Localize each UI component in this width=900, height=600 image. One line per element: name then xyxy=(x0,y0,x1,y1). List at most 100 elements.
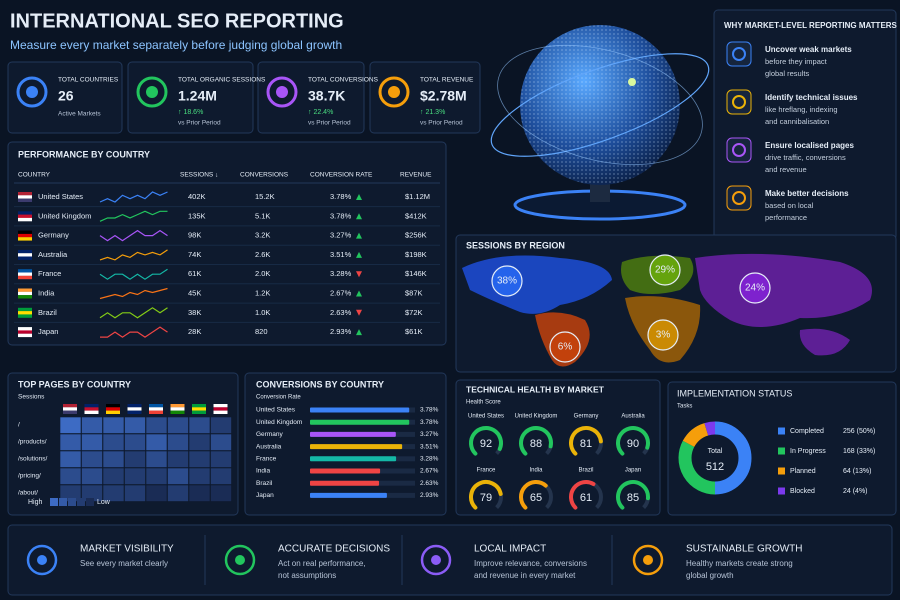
flag xyxy=(18,211,32,215)
column-header: REVENUE xyxy=(400,172,432,179)
heat-cell xyxy=(188,433,211,451)
value-label: 3.51% xyxy=(420,443,439,450)
flag xyxy=(84,410,99,414)
heat-cell xyxy=(81,450,103,468)
gauge-value: 61 xyxy=(580,492,592,504)
heat-cell xyxy=(81,467,103,485)
flag xyxy=(192,410,206,414)
footer-text: Act on real performance, xyxy=(278,559,366,568)
kpi-icon xyxy=(136,76,168,108)
conversions: 15.2K xyxy=(255,192,275,201)
footer-icon xyxy=(224,544,256,576)
value-label: 2.67% xyxy=(420,468,439,475)
region-label: 29% xyxy=(655,265,675,276)
panel-title: CONVERSIONS BY COUNTRY xyxy=(256,379,384,389)
page-label: /solutions/ xyxy=(18,456,47,463)
heat-cell xyxy=(124,467,146,485)
heat-cell xyxy=(102,433,125,451)
flag xyxy=(18,307,32,312)
trend-arrow xyxy=(356,271,362,278)
column-header: CONVERSIONS xyxy=(240,172,289,179)
flag xyxy=(63,410,77,414)
market-label: United Kingdom xyxy=(515,414,558,420)
kpi-value: 26 xyxy=(58,88,74,104)
flag xyxy=(18,330,32,334)
flag xyxy=(18,333,32,338)
conversion-rate: 3.51% xyxy=(330,250,352,259)
flag xyxy=(63,407,77,411)
flag xyxy=(84,404,99,408)
why-text: before they impact xyxy=(765,57,828,66)
gauge-value: 79 xyxy=(480,492,492,504)
why-icon xyxy=(726,137,752,163)
category-label: France xyxy=(256,456,277,463)
sessions: 98K xyxy=(188,231,201,240)
why-text: drive traffic, conversions xyxy=(765,153,846,162)
heat-cell xyxy=(124,484,146,502)
flag xyxy=(192,404,206,408)
legend-label: Completed xyxy=(790,428,824,435)
kpi-card xyxy=(257,61,365,134)
value-label: 2.93% xyxy=(420,492,439,499)
page-label: /products/ xyxy=(18,439,47,446)
conversion-rate: 3.27% xyxy=(330,231,352,240)
why-text: based on local xyxy=(765,201,814,210)
panel-title: IMPLEMENTATION STATUS xyxy=(677,388,792,398)
category-label: Brazil xyxy=(256,480,273,487)
flag xyxy=(18,195,32,199)
gauge-value: 90 xyxy=(627,438,639,450)
kpi-change: ↑ 18.6% xyxy=(178,109,203,116)
why-icon xyxy=(726,41,752,67)
trend-arrow xyxy=(356,232,362,239)
gauge xyxy=(519,480,548,510)
bar xyxy=(310,468,381,474)
sessions: 402K xyxy=(188,192,206,201)
bar xyxy=(310,444,403,450)
gauge-value: 81 xyxy=(580,438,592,450)
region-bubble xyxy=(647,319,679,351)
why-icon xyxy=(726,89,752,115)
sparkline xyxy=(99,287,168,300)
why-icon xyxy=(732,191,746,205)
why-icon xyxy=(732,47,746,61)
heat-cell xyxy=(145,416,168,434)
flag xyxy=(84,407,99,411)
footer-text: and revenue in every market xyxy=(474,571,576,580)
revenue: $256K xyxy=(405,231,427,240)
donut-label: Total xyxy=(708,448,723,455)
trend-arrow xyxy=(356,290,362,297)
kpi-icon xyxy=(266,76,298,108)
column-header: SESSIONS ↓ xyxy=(180,172,218,179)
flag xyxy=(127,410,142,414)
bar xyxy=(310,431,396,437)
flag xyxy=(106,407,120,411)
why-text: and cannibalisation xyxy=(765,117,829,126)
heat-cell xyxy=(167,416,189,434)
why-heading: Identify technical issues xyxy=(765,93,858,102)
donut-segment xyxy=(682,423,709,448)
kpi-value: 1.24M xyxy=(178,88,217,104)
heat-cell xyxy=(210,484,232,502)
country: Japan xyxy=(38,327,58,336)
gauge-value: 92 xyxy=(480,438,492,450)
kpi-icon xyxy=(16,76,48,108)
kpi-change: ↑ 21.3% xyxy=(420,109,445,116)
flag xyxy=(127,404,142,408)
flag xyxy=(149,407,163,411)
flag xyxy=(106,410,120,414)
kpi-note: vs Prior Period xyxy=(308,120,351,127)
why-heading: Ensure localised pages xyxy=(765,141,854,150)
country: United States xyxy=(38,192,83,201)
flag xyxy=(18,288,32,292)
heat-cell xyxy=(102,450,125,468)
globe xyxy=(490,25,710,221)
footer-icon xyxy=(26,544,58,576)
gauge-value: 65 xyxy=(530,492,542,504)
bar xyxy=(310,492,387,498)
gauge-value: 88 xyxy=(530,438,542,450)
value-label: 3.28% xyxy=(420,456,439,463)
country: France xyxy=(38,269,61,278)
legend-label: In Progress xyxy=(790,448,826,455)
panel-subtitle: Conversion Rate xyxy=(256,395,301,401)
